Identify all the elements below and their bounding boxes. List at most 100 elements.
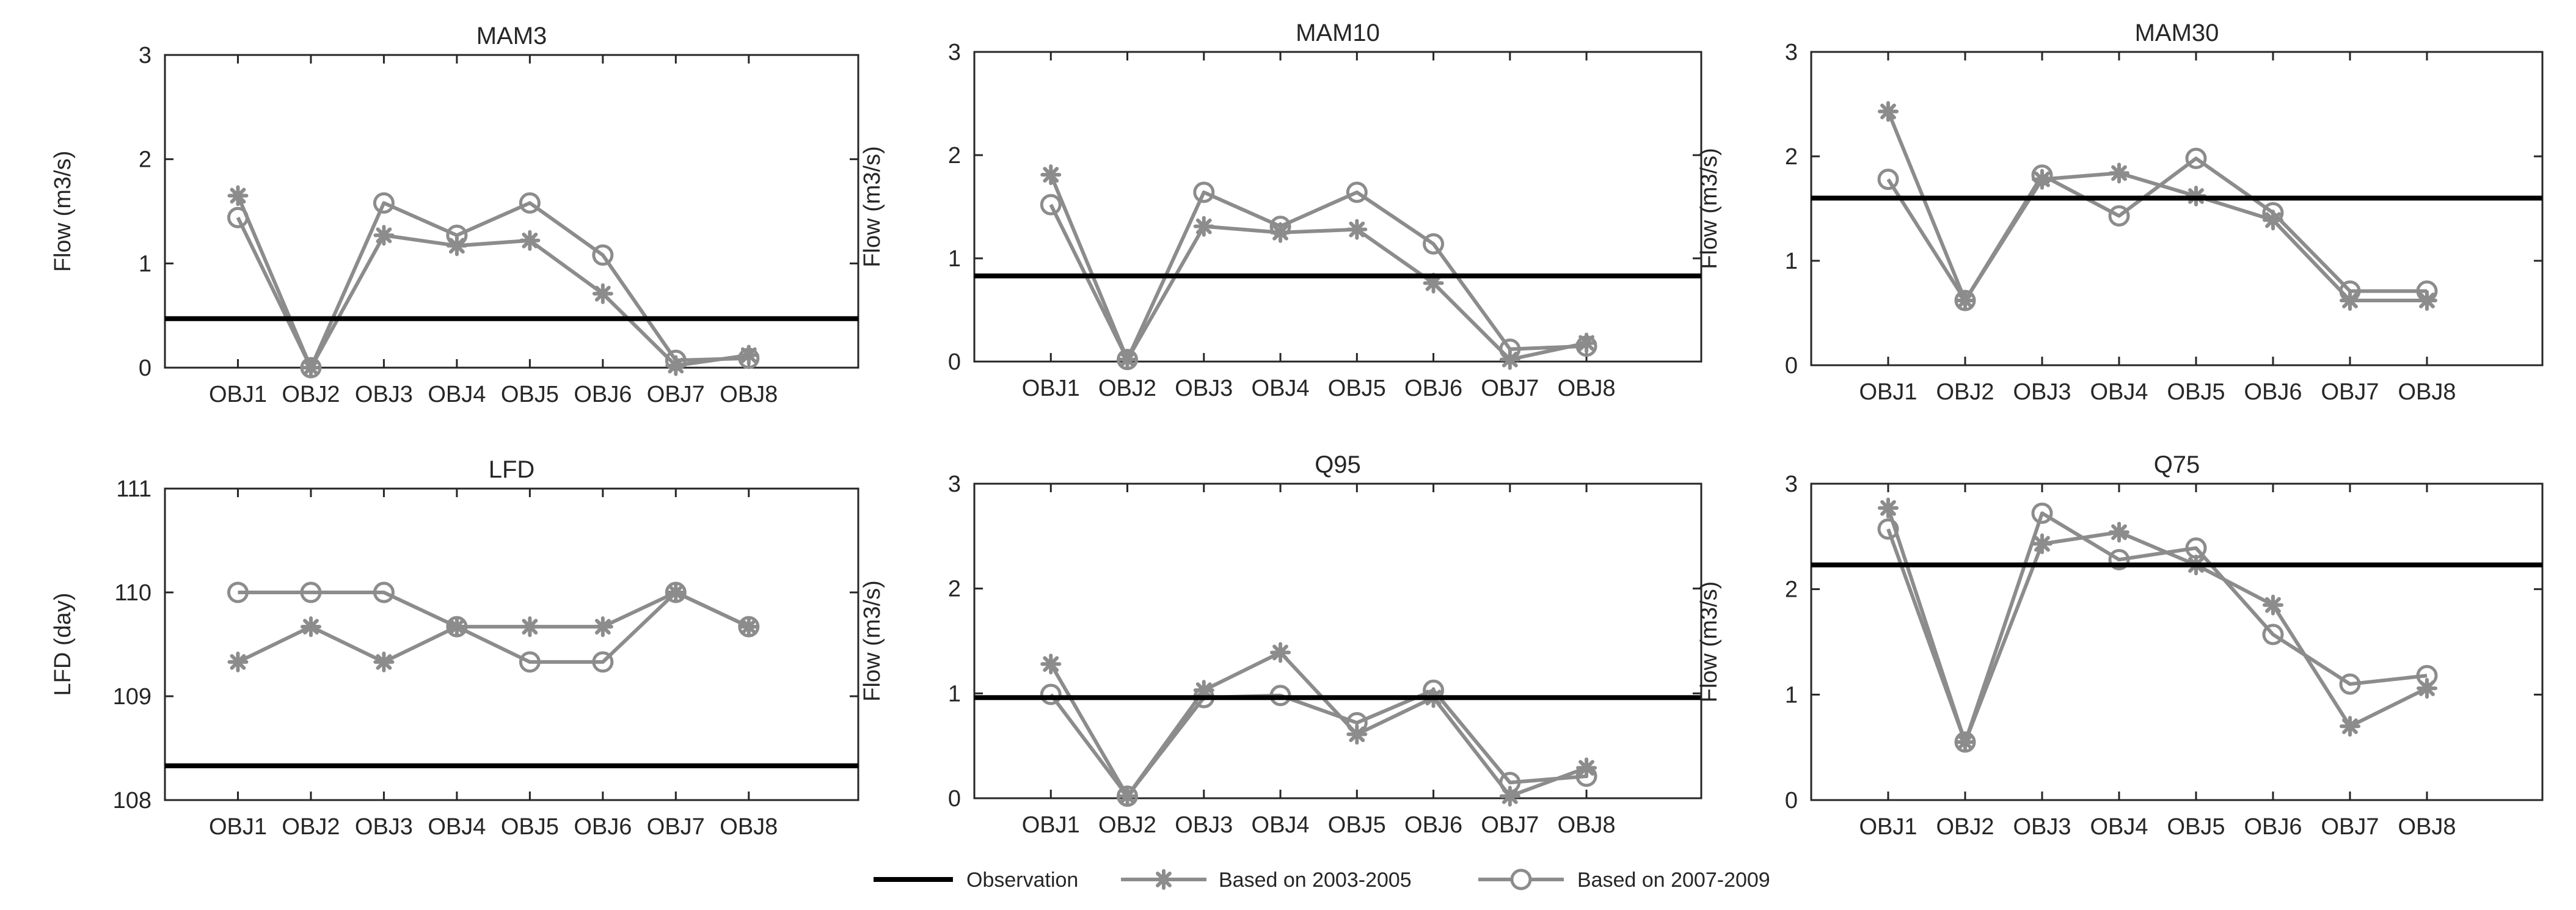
data-point-star-stroke (1195, 218, 1212, 235)
data-point-star (1270, 222, 1291, 243)
data-point-star-stroke (2419, 293, 2435, 308)
y-axis-label: LFD (day) (50, 593, 76, 696)
y-tick-label: 3 (139, 43, 151, 68)
panel-q95: Q95 0 1 2 3 Flow (m3/s) OBJ1 OBJ2 OBJ3 OBJ4 OBJ5 OB… (859, 451, 1702, 838)
y-tick-label: 0 (1785, 788, 1798, 814)
data-point-circle (1877, 518, 1899, 540)
data-point-star (519, 230, 541, 251)
data-point-star (446, 616, 467, 638)
data-point-star-stroke (303, 619, 319, 635)
data-point-star (738, 616, 759, 638)
y-axis-label: Flow (m3/s) (1696, 581, 1722, 702)
chart-title: MAM10 (1296, 20, 1380, 46)
data-point-star-stroke (1043, 167, 1059, 183)
data-point-star-stroke (740, 619, 757, 635)
x-tick-label: OBJ3 (1175, 812, 1233, 838)
x-tick-label: OBJ6 (574, 382, 632, 407)
data-point-star (1346, 219, 1368, 240)
legend-star (1153, 869, 1174, 890)
data-point-star (1270, 642, 1291, 663)
chart-title: LFD (489, 456, 535, 483)
x-tick-label: OBJ5 (2167, 814, 2225, 840)
panel-q75: Q75 0 1 2 3 Flow (m3/s) OBJ1 OBJ2 OBJ3 OBJ4 OBJ5 OB… (1696, 451, 2544, 840)
data-point-star-stroke (1578, 760, 1595, 776)
data-point-star-stroke (2265, 212, 2281, 228)
y-tick-label: 3 (1785, 40, 1798, 65)
legend-series2-circle-icon (1510, 868, 1532, 890)
x-tick-label: OBJ6 (574, 814, 632, 840)
x-tick-label: OBJ2 (1936, 379, 1994, 405)
series-line-2 (238, 591, 750, 664)
data-point-star-stroke (2342, 293, 2358, 308)
x-tick-label: OBJ7 (1481, 376, 1539, 401)
data-point-star (1576, 757, 1597, 779)
data-point-star (1040, 653, 1062, 675)
x-tick-label: OBJ4 (2090, 814, 2148, 840)
data-point-star-stroke (1578, 335, 1595, 351)
x-tick-label: OBJ2 (1936, 814, 1994, 840)
data-point-star-stroke (1957, 293, 1973, 308)
y-tick-label: 109 (113, 684, 151, 710)
data-point-star-stroke (2111, 165, 2127, 181)
y-axis-label: Flow (m3/s) (859, 580, 885, 701)
x-tick-label: OBJ6 (2244, 814, 2302, 840)
data-point-circle (519, 192, 541, 214)
chart-title: MAM3 (476, 23, 547, 49)
data-point-star-stroke (1501, 351, 1518, 368)
data-point-star (665, 582, 687, 603)
data-point-star (1193, 216, 1214, 237)
data-point-star (1499, 349, 1520, 370)
data-point-star (446, 235, 467, 257)
data-point-star-stroke (594, 619, 611, 635)
data-point-star (1878, 101, 1899, 122)
panel-lfd: LFD 108 109 110 111 LFD (day) OBJ1 OBJ2 OBJ3 OBJ4… (50, 456, 859, 840)
data-point-star (373, 651, 395, 672)
data-point-star-stroke (740, 347, 757, 363)
y-tick-label: 0 (139, 355, 151, 381)
series-line-1 (237, 591, 750, 664)
x-tick-label: OBJ4 (428, 382, 486, 407)
data-point-star-stroke (668, 584, 684, 600)
data-point-star-stroke (2419, 680, 2435, 696)
x-tick-label: OBJ2 (282, 814, 340, 840)
x-tick-label: OBJ1 (1022, 812, 1080, 838)
data-point-star (1955, 732, 1976, 753)
data-point-circle (227, 581, 249, 603)
data-point-star-stroke (1119, 788, 1136, 804)
data-point-star (2109, 162, 2129, 184)
y-tick-label: 111 (116, 476, 151, 502)
x-tick-label: OBJ3 (2013, 814, 2071, 840)
y-tick-label: 1 (948, 681, 961, 707)
series-line-2 (236, 201, 749, 369)
data-point-circle (1877, 169, 1899, 191)
x-tick-label: OBJ8 (1558, 376, 1616, 401)
data-point-circle (373, 192, 395, 214)
data-point-star-stroke (2034, 536, 2050, 552)
data-point-circle (2108, 548, 2130, 570)
x-tick-label: OBJ5 (501, 814, 559, 840)
data-point-star-stroke (1349, 221, 1365, 238)
data-point-star-stroke (1957, 734, 1973, 750)
legend-series1-star-icon (1153, 869, 1174, 890)
chart-title: Q95 (1315, 451, 1361, 478)
series-line-2 (1886, 156, 2427, 302)
data-point-star-stroke (1119, 351, 1136, 368)
data-point-star (519, 616, 541, 638)
data-point-star (1117, 785, 1138, 807)
data-point-star (300, 357, 321, 378)
x-tick-label: OBJ6 (1404, 812, 1462, 838)
series-line-1 (236, 195, 750, 369)
data-point-circle (1040, 683, 1062, 705)
data-point-star (1499, 785, 1520, 807)
x-tick-label: OBJ2 (282, 382, 340, 407)
x-tick-label: OBJ2 (1098, 812, 1156, 838)
data-point-star-stroke (1272, 224, 1288, 241)
y-tick-label: 3 (948, 471, 961, 497)
y-tick-label: 2 (139, 147, 151, 173)
data-point-circle (2108, 205, 2130, 227)
data-point-star-stroke (2265, 597, 2281, 613)
data-point-circle (1040, 194, 1062, 216)
data-point-star (1878, 497, 1899, 519)
plot-area (164, 487, 859, 801)
y-tick-label: 2 (1785, 144, 1798, 170)
